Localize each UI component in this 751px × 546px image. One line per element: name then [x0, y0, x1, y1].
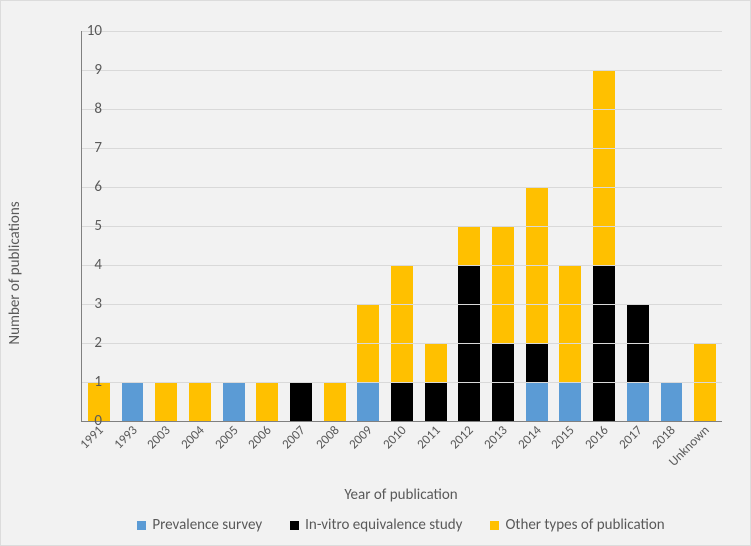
bar-segment-other — [155, 382, 177, 421]
bar-segment-prevalence — [661, 382, 683, 421]
legend: Prevalence survey In-vitro equivalence st… — [81, 516, 721, 534]
bar-stack — [122, 382, 144, 421]
bar-segment-other — [492, 226, 514, 343]
y-axis-title: Number of publications — [6, 201, 24, 344]
plot-area — [81, 31, 722, 422]
legend-label-prevalence: Prevalence survey — [152, 516, 262, 534]
bar-slot — [217, 382, 251, 421]
legend-item-prevalence: Prevalence survey — [137, 516, 262, 534]
bar-segment-other — [593, 70, 615, 265]
legend-item-invitro: In-vitro equivalence study — [290, 516, 462, 534]
gridline — [82, 343, 722, 344]
bar-segment-prevalence — [357, 382, 379, 421]
bar-segment-other — [189, 382, 211, 421]
y-tick-label: 8 — [72, 100, 102, 118]
gridline — [82, 187, 722, 188]
y-tick-label: 7 — [72, 139, 102, 157]
gridline — [82, 148, 722, 149]
legend-swatch-invitro — [290, 521, 299, 530]
bar-segment-other — [256, 382, 278, 421]
bar-segment-invitro — [290, 382, 312, 421]
y-tick-label: 6 — [72, 178, 102, 196]
y-tick-label: 2 — [72, 334, 102, 352]
gridline — [82, 226, 722, 227]
bar-stack — [256, 382, 278, 421]
gridline — [82, 31, 722, 32]
y-tick-label: 9 — [72, 61, 102, 79]
bar-segment-other — [458, 226, 480, 265]
bar-segment-prevalence — [223, 382, 245, 421]
bar-slot — [284, 382, 318, 421]
gridline — [82, 70, 722, 71]
bar-stack — [223, 382, 245, 421]
legend-swatch-prevalence — [137, 521, 146, 530]
bar-stack — [155, 382, 177, 421]
y-tick-label: 10 — [72, 22, 102, 40]
bar-segment-prevalence — [122, 382, 144, 421]
publications-stacked-bar-chart: Number of publications Year of publicati… — [0, 0, 751, 546]
bar-segment-prevalence — [526, 382, 548, 421]
bar-stack — [324, 382, 346, 421]
bar-slot — [621, 304, 655, 421]
bar-slot — [250, 382, 284, 421]
y-tick-label: 5 — [72, 217, 102, 235]
legend-swatch-other — [490, 521, 499, 530]
bar-segment-prevalence — [559, 382, 581, 421]
bar-segment-other — [324, 382, 346, 421]
bar-slot — [453, 226, 487, 421]
gridline — [82, 109, 722, 110]
y-tick-label: 4 — [72, 256, 102, 274]
bar-slot — [486, 226, 520, 421]
bar-slot — [183, 382, 217, 421]
bar-segment-invitro — [526, 343, 548, 382]
legend-item-other: Other types of publication — [490, 516, 664, 534]
bar-stack — [627, 304, 649, 421]
bar-slot — [351, 304, 385, 421]
bar-slot — [318, 382, 352, 421]
legend-label-invitro: In-vitro equivalence study — [305, 516, 462, 534]
bar-segment-invitro — [425, 382, 447, 421]
y-tick-label: 3 — [72, 295, 102, 313]
bar-slot — [655, 382, 689, 421]
bar-stack — [661, 382, 683, 421]
bar-segment-other — [391, 265, 413, 382]
bar-stack — [189, 382, 211, 421]
bar-stack — [492, 226, 514, 421]
bar-stack — [458, 226, 480, 421]
bar-segment-prevalence — [627, 382, 649, 421]
bar-segment-other — [559, 265, 581, 382]
bar-segment-other — [425, 343, 447, 382]
bar-segment-invitro — [391, 382, 413, 421]
bar-stack — [593, 70, 615, 421]
bar-slot — [587, 70, 621, 421]
bar-slot — [149, 382, 183, 421]
bar-slot — [116, 382, 150, 421]
bar-stack — [357, 304, 379, 421]
gridline — [82, 382, 722, 383]
y-tick-label: 1 — [72, 373, 102, 391]
legend-label-other: Other types of publication — [505, 516, 664, 534]
bar-stack — [290, 382, 312, 421]
gridline — [82, 265, 722, 266]
gridline — [82, 304, 722, 305]
